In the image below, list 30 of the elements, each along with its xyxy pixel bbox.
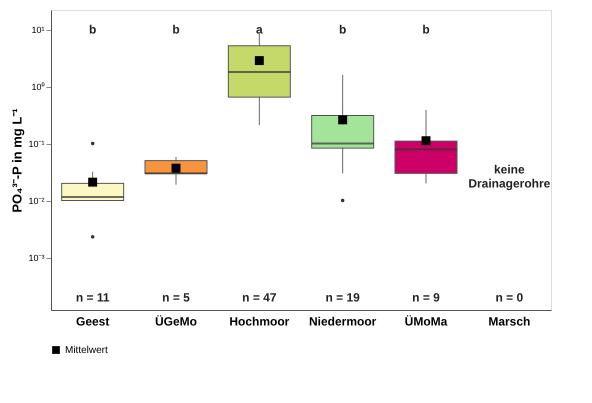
annotation: n = 11 — [76, 290, 110, 304]
x-tick-label: Marsch — [488, 314, 530, 328]
annotation: n = 19 — [325, 290, 360, 304]
y-axis-title: PO₄³⁻-P in mg L⁻¹ — [9, 108, 24, 213]
y-tick-label: 10⁻¹ — [28, 139, 44, 150]
point — [254, 56, 264, 66]
annotation: n = 0 — [495, 290, 524, 304]
annotation: n = 9 — [412, 290, 440, 304]
annotation: a — [256, 22, 263, 37]
annotation: keine Drainagerohre — [468, 162, 551, 191]
point — [338, 115, 348, 124]
annotation: n = 5 — [162, 290, 190, 304]
point — [422, 136, 430, 146]
y-tick-label: 10⁰ — [31, 82, 44, 92]
annotation: b — [422, 22, 430, 37]
x-tick-label: Hochmoor — [229, 314, 290, 328]
x-tick-label: Niedermoor — [308, 314, 377, 328]
x-tick-label: Geest — [76, 314, 110, 328]
point — [88, 178, 98, 187]
x-tick-label: ÜMoMa — [404, 314, 448, 328]
y-tick-label: 10¹ — [31, 25, 44, 36]
annotation: b — [338, 22, 346, 37]
x-tick-label: ÜGeMo — [155, 314, 197, 328]
annotation: b — [88, 22, 96, 37]
point — [172, 164, 180, 173]
y-tick-label: 10⁻³ — [28, 253, 44, 264]
annotation: b — [172, 22, 180, 37]
legend-label: Mittelwert — [65, 345, 108, 356]
annotation: n = 47 — [242, 290, 277, 304]
y-tick-label: 10⁻² — [28, 196, 44, 206]
